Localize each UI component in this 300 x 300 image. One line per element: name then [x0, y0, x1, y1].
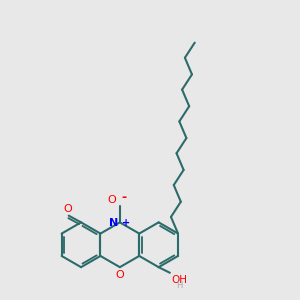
Text: +: +: [122, 218, 130, 228]
Text: O: O: [108, 194, 116, 205]
Text: H: H: [176, 281, 182, 290]
Text: OH: OH: [172, 275, 188, 285]
Text: N: N: [109, 218, 118, 228]
Text: -: -: [122, 191, 127, 204]
Text: O: O: [116, 270, 124, 280]
Text: O: O: [63, 204, 72, 214]
